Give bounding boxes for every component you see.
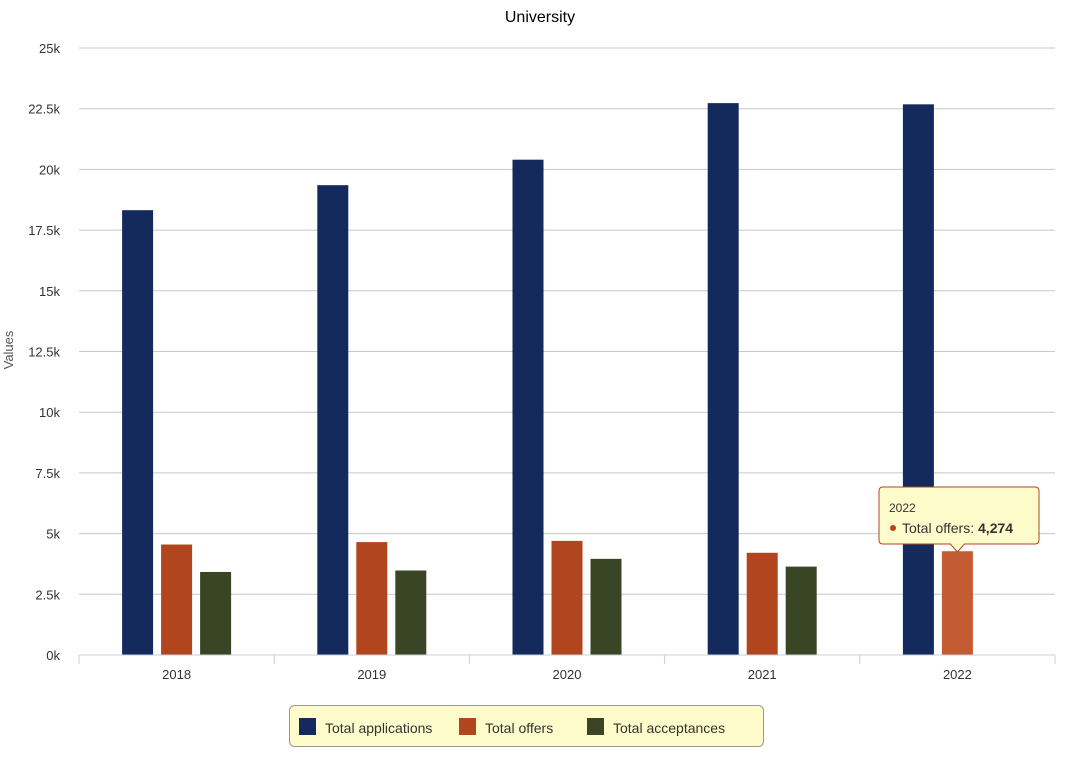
tooltip: 2022 Total offers: 4,274 [878, 486, 1040, 553]
bar[interactable] [590, 558, 622, 655]
tooltip-value: 4,274 [978, 520, 1013, 536]
bar[interactable] [512, 159, 544, 656]
tooltip-box [878, 486, 1040, 553]
bar[interactable] [785, 566, 817, 655]
y-tick-label: 17.5k [28, 223, 60, 238]
tooltip-series-label: Total offers: 4,274 [902, 520, 1013, 536]
y-tick-label: 2.5k [35, 587, 60, 602]
legend-swatch [299, 718, 316, 735]
bar[interactable] [317, 185, 349, 655]
x-tick-label: 2021 [748, 667, 777, 682]
legend-swatch [587, 718, 604, 735]
tooltip-series-dot [890, 525, 896, 531]
legend-label: Total offers [485, 720, 553, 736]
bar[interactable] [902, 104, 934, 656]
bar[interactable] [941, 551, 973, 655]
y-tick-label: 10k [39, 405, 60, 420]
legend-item[interactable]: Total acceptances [587, 718, 725, 736]
x-tick-label: 2022 [943, 667, 972, 682]
y-tick-label: 15k [39, 284, 60, 299]
x-tick-label: 2020 [553, 667, 582, 682]
bar[interactable] [200, 571, 232, 655]
x-tick-label: 2018 [162, 667, 191, 682]
gridlines [79, 47, 1055, 595]
y-tick-label: 5k [46, 527, 60, 542]
legend-label: Total acceptances [613, 720, 725, 736]
y-tick-label: 20k [39, 162, 60, 177]
legend-label: Total applications [325, 720, 432, 736]
y-tick-label: 22.5k [28, 102, 60, 117]
bar[interactable] [122, 210, 154, 655]
bar[interactable] [395, 570, 427, 655]
legend-swatch [459, 718, 476, 735]
bar[interactable] [161, 544, 193, 655]
legend-item[interactable]: Total applications [299, 718, 432, 736]
x-axis: 2018 2019 2020 2021 2022 [78, 654, 1056, 682]
y-tick-label: 0k [46, 648, 60, 663]
bar[interactable] [707, 103, 739, 655]
y-tick-label: 12.5k [28, 345, 60, 360]
bar[interactable] [356, 542, 388, 655]
y-axis-tick-labels: 0k 2.5k 5k 7.5k 10k 12.5k 15k 17.5k 20k 22.5k 25k [28, 41, 60, 663]
bar[interactable] [551, 540, 583, 655]
legend-box [289, 705, 764, 747]
bar[interactable] [746, 552, 778, 655]
legend-item[interactable]: Total offers [459, 718, 553, 736]
y-axis-title: Values [1, 330, 16, 369]
y-tick-label: 7.5k [35, 466, 60, 481]
bars [122, 103, 973, 656]
chart-title: University [505, 9, 575, 26]
tooltip-title: 2022 [889, 501, 916, 515]
legend: Total applications Total offers Total acce… [289, 705, 764, 747]
x-tick-label: 2019 [357, 667, 386, 682]
y-tick-label: 25k [39, 41, 60, 56]
